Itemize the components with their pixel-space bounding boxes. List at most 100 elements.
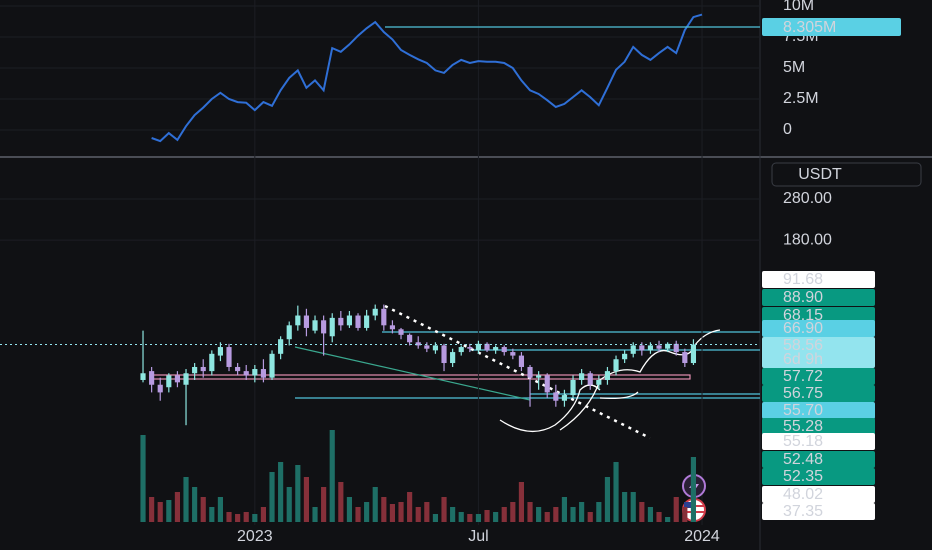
candle-body [690,344,697,364]
candle-body [398,329,404,335]
volume-bar [295,465,301,522]
candle-body [536,375,542,378]
candle-body [510,352,516,356]
candle-body [174,375,181,383]
price-tag-label: 48.02 [783,486,823,503]
volume-bar [183,477,189,522]
drawn-curve [559,329,721,431]
price-tag-label: 57.72 [783,368,823,385]
volume-bar [682,507,688,522]
price-tag [762,503,875,520]
price-tag-label: 52.48 [783,451,823,468]
volume-bar [424,502,430,522]
volume-bar [415,507,421,522]
y-tick-label: 0 [783,121,792,138]
volume-bar [235,514,241,522]
candle-body [673,343,679,353]
candle-body [157,384,163,393]
countdown-label: 6d 9h [783,351,823,368]
candle-body [604,371,611,380]
price-tag [762,486,875,503]
volume-bar [364,502,370,522]
candle-body [561,395,568,401]
price-tag-label: 91.68 [783,271,823,288]
volume-bar [174,492,181,522]
price-tag-label: 37.35 [783,503,823,520]
volume-bar [329,430,335,522]
volume-bar [217,497,224,522]
candle-body [475,343,482,351]
price-tag [762,385,875,402]
volume-bar [622,492,628,522]
volume-bar [200,497,206,522]
price-tag-label: 55.70 [783,402,823,419]
volume-bar [303,477,310,522]
price-tag-label: 88.90 [783,289,823,306]
volume-bar [321,487,327,522]
price-tag [762,337,875,368]
candle-body [217,347,224,356]
candle-body [682,352,688,364]
volume-bar [389,504,396,522]
volume-bar [656,512,662,522]
price-tag [762,418,875,435]
price-tag [762,451,875,468]
candle-body [622,353,628,360]
candle-body [183,373,189,385]
price-label-box [762,17,901,36]
candle-body [321,320,327,334]
volume-bar [630,492,636,522]
volume-bar [243,512,249,522]
candle-body [346,315,353,326]
candle-body [407,334,413,343]
y-tick-label: 5M [783,59,805,76]
candle-body [209,353,215,372]
volume-bar [527,502,533,522]
volume-bar [475,514,482,522]
volume-bar [613,462,619,522]
candle-body [613,359,619,372]
volume-bar [510,502,516,522]
candle-body [441,345,447,364]
volume-bar [596,502,602,522]
volume-bar [553,507,559,522]
candle-body [166,375,172,388]
candle-body [389,325,396,330]
candle-body [432,345,439,351]
y-tick-label: 280.00 [783,190,832,207]
volume-bar [493,512,499,522]
volume-bar [544,512,550,522]
price-tag [762,320,875,337]
candle-body [458,347,464,353]
volume-bar [458,512,464,522]
candle-body [553,392,559,401]
volume-bar [149,497,155,522]
candle-body [665,343,671,349]
volume-bar [226,512,232,522]
candle-body [252,369,258,376]
unit-box[interactable] [771,162,922,187]
price-tag [762,307,875,324]
candle-body [303,315,310,328]
x-tick-label: 2023 [237,528,273,545]
candle-body [570,379,576,396]
volume-bar [690,457,697,522]
candle-body [372,308,378,316]
volume-bar [561,497,568,522]
volume-bar [665,517,671,522]
volume-bar [312,507,318,522]
price-tag [762,433,875,450]
price-tag [762,468,875,485]
candle-body [364,315,370,328]
drawn-dotted-trendline [384,304,651,440]
price-tag-label: 56.75 [783,385,823,402]
candle-body [295,315,301,326]
y-tick-label: 180.00 [783,231,832,248]
candle-body [647,345,654,351]
candle-body [149,371,155,385]
candle-body [630,345,636,354]
price-tag [762,368,875,385]
price-tag-label: 58.56 [783,337,823,354]
volume-bar [192,487,198,522]
candle-body [338,317,344,326]
